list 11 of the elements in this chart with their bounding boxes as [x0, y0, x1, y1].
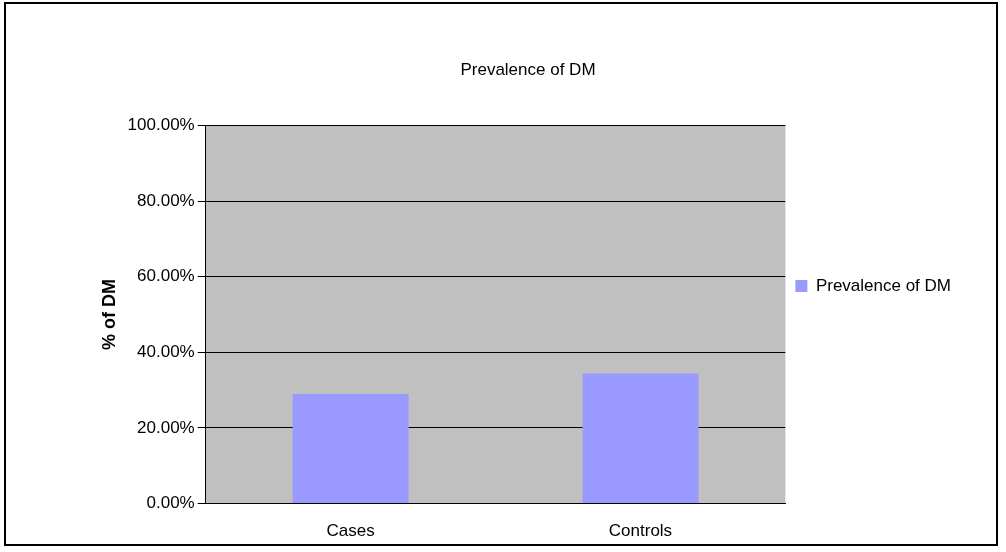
- x-tick-label: Controls: [608, 521, 673, 541]
- x-tick-label: Cases: [326, 521, 375, 541]
- y-axis-title: % of DM: [98, 279, 119, 350]
- y-tick-label: 0.00%: [146, 493, 195, 513]
- legend-label: Prevalence of DM: [815, 275, 952, 295]
- y-tick-label: 100.00%: [127, 115, 195, 135]
- y-tick-label: 60.00%: [137, 266, 195, 286]
- chart-title: Prevalence of DM: [460, 59, 596, 79]
- y-tick-label: 40.00%: [137, 342, 195, 362]
- y-tick-label: 20.00%: [137, 417, 195, 437]
- y-tick-label: 80.00%: [137, 190, 195, 210]
